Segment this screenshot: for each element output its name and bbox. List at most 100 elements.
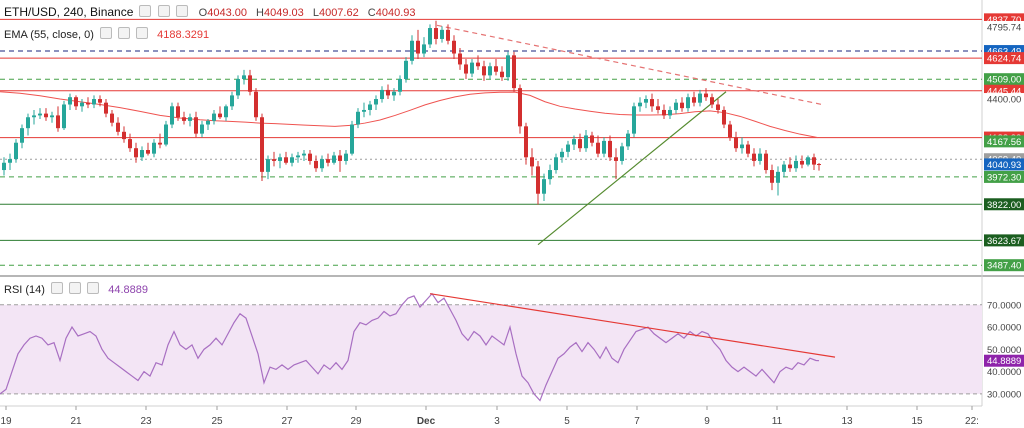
- price-label-13: 3623.67: [987, 236, 1021, 247]
- candle-body: [170, 106, 174, 125]
- time-tick-14: 22:: [965, 416, 979, 427]
- candle-body: [596, 142, 600, 154]
- candle: [806, 155, 810, 167]
- candle-body: [62, 104, 66, 129]
- candle-body: [404, 60, 408, 80]
- candle-body: [668, 109, 672, 116]
- ema-eye-icon[interactable]: [99, 27, 112, 39]
- candle: [332, 151, 336, 165]
- candle: [584, 129, 588, 152]
- candle-body: [308, 153, 312, 161]
- candle-body: [266, 159, 270, 172]
- candle: [800, 155, 804, 169]
- candle-body: [212, 113, 216, 121]
- candle: [74, 95, 78, 110]
- candle-body: [290, 157, 294, 163]
- candle-body: [110, 113, 114, 123]
- candle: [266, 155, 270, 180]
- candle: [380, 86, 384, 103]
- candle: [2, 157, 6, 176]
- candle-body: [410, 40, 414, 61]
- candle: [722, 106, 726, 129]
- candle: [560, 148, 564, 163]
- candle: [416, 29, 420, 59]
- candle: [194, 111, 198, 138]
- candle: [620, 142, 624, 165]
- candle: [518, 84, 522, 134]
- candle-body: [488, 66, 492, 76]
- candle: [356, 108, 360, 129]
- price-label-2: 4663.49: [987, 47, 1021, 58]
- close-icon[interactable]: [175, 5, 188, 17]
- price-label-box: [984, 73, 1024, 86]
- candle: [68, 93, 72, 110]
- candle-body: [218, 113, 222, 118]
- eye-icon[interactable]: [139, 5, 152, 17]
- candle: [440, 26, 444, 43]
- candle: [56, 106, 60, 132]
- price-label-box: [984, 13, 1024, 26]
- candle-body: [386, 89, 390, 96]
- open-value: 4043.00: [207, 7, 247, 19]
- candle-body: [782, 164, 786, 172]
- candle-body: [134, 148, 138, 158]
- symbol-title: ETH/USD, 240, Binance: [4, 5, 134, 19]
- candle-body: [20, 128, 24, 143]
- price-label-box: [984, 259, 1024, 272]
- price-label-11: 3972.30: [987, 172, 1021, 183]
- candle: [764, 150, 768, 174]
- time-tick-1: 21: [70, 416, 82, 427]
- candle-body: [146, 150, 150, 154]
- time-tick-10: 9: [704, 416, 710, 427]
- candle: [32, 109, 36, 125]
- candle-body: [194, 117, 198, 134]
- candle-body: [812, 157, 816, 165]
- candle: [134, 142, 138, 163]
- ema-settings-icon[interactable]: [118, 27, 130, 39]
- candle: [146, 142, 150, 156]
- candle: [710, 93, 714, 109]
- settings-icon[interactable]: [157, 5, 170, 17]
- candle-body: [416, 40, 420, 54]
- rsi-close-icon[interactable]: [87, 282, 100, 294]
- candle-body: [158, 142, 162, 145]
- candle-body: [686, 97, 690, 109]
- candle: [698, 89, 702, 107]
- candle: [248, 69, 252, 96]
- candle: [14, 139, 18, 163]
- candle-body: [560, 151, 564, 158]
- candle-body: [482, 66, 486, 76]
- trend-line-0: [436, 24, 823, 106]
- candles: [2, 20, 821, 205]
- candle: [188, 113, 192, 127]
- candle-body: [140, 150, 144, 158]
- candle-body: [128, 139, 132, 149]
- trend-line-1: [537, 91, 727, 246]
- candle: [350, 120, 354, 156]
- candle-body: [50, 115, 54, 118]
- ema-close-icon[interactable]: [136, 27, 149, 39]
- candle: [296, 151, 300, 163]
- candle-body: [512, 55, 516, 89]
- candle-body: [314, 160, 318, 169]
- candle-body: [392, 91, 396, 96]
- candle-body: [590, 135, 594, 143]
- rsi-pane: 70.0000 60.0000 50.0000 40.0000 30.0000 44.88…: [0, 292, 1024, 402]
- candle: [746, 140, 750, 158]
- candle: [452, 35, 456, 59]
- rsi-settings-icon[interactable]: [69, 282, 82, 294]
- candle: [242, 69, 246, 85]
- candle-body: [350, 124, 354, 154]
- candle-body: [86, 102, 90, 105]
- ema-value: 4188.3291: [157, 29, 210, 41]
- price-label-box: [984, 93, 1024, 106]
- candle-body: [758, 153, 762, 161]
- price-label-4: 4509.00: [987, 75, 1021, 86]
- candle-body: [272, 159, 276, 161]
- candle: [500, 66, 504, 81]
- rsi-eye-icon[interactable]: [51, 282, 64, 294]
- candle-body: [440, 29, 444, 39]
- candle: [320, 155, 324, 172]
- candle: [530, 148, 534, 176]
